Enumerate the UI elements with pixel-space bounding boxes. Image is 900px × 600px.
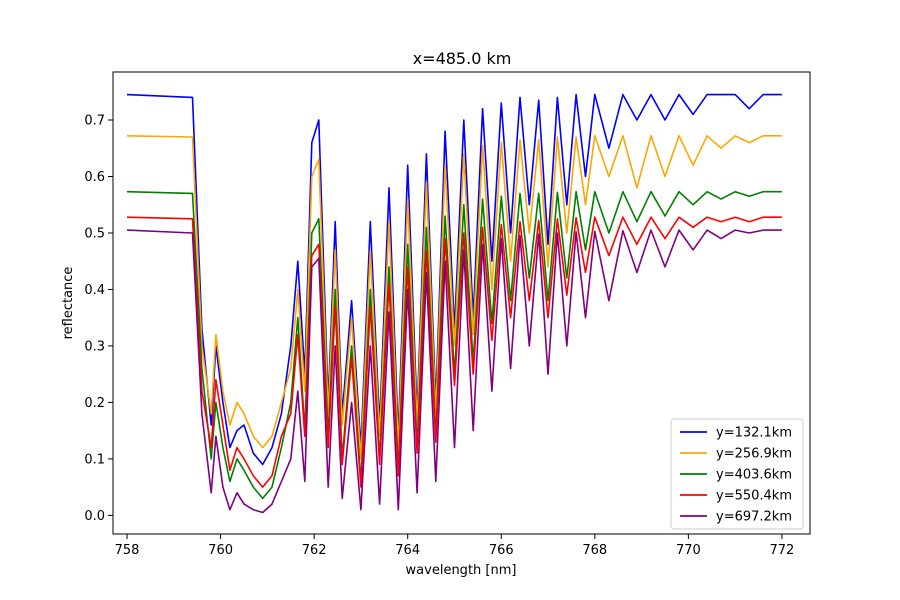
- legend-label-1: y=132.1km: [716, 426, 792, 441]
- x-tick-label: 764: [395, 543, 420, 558]
- x-tick-label: 766: [489, 543, 514, 558]
- y-tick-label: 0.4: [84, 283, 105, 298]
- plot-frame: [112, 71, 811, 535]
- legend-label-5: y=697.2km: [716, 510, 792, 525]
- x-tick-label: 772: [770, 543, 795, 558]
- legend-box: [670, 418, 804, 530]
- x-axis: 758 760 762 764 766 768 770 772: [115, 534, 795, 558]
- y-tick-label: 0.7: [84, 114, 105, 129]
- y-tick-label: 0.6: [84, 170, 105, 185]
- y-tick-label: 0.1: [84, 452, 105, 467]
- legend-label-4: y=550.4km: [716, 489, 792, 504]
- legend-label-2: y=256.9km: [716, 447, 792, 462]
- x-tick-label: 770: [676, 543, 701, 558]
- y-axis-label: reflectance: [61, 267, 76, 340]
- x-tick-label: 762: [302, 543, 327, 558]
- x-tick-label: 758: [115, 543, 140, 558]
- x-tick-label: 760: [208, 543, 233, 558]
- legend: y=132.1km y=256.9km y=403.6km y=550.4km y=69…: [670, 418, 804, 530]
- x-axis-label: wavelength [nm]: [406, 563, 517, 578]
- legend-label-3: y=403.6km: [716, 468, 792, 483]
- y-tick-label: 0.3: [84, 339, 105, 354]
- y-axis: 0.0 0.1 0.2 0.3 0.4 0.5 0.6 0.7: [84, 114, 113, 524]
- x-tick-label: 768: [582, 543, 607, 558]
- y-tick-label: 0.0: [84, 509, 105, 524]
- y-tick-label: 0.2: [84, 396, 105, 411]
- series-line-2: [126, 135, 782, 460]
- series-line-4: [126, 216, 782, 488]
- series-layer: [126, 93, 782, 514]
- chart-title: x=485.0 km: [413, 49, 512, 68]
- series-line-5: [126, 229, 782, 514]
- y-tick-label: 0.5: [84, 226, 105, 241]
